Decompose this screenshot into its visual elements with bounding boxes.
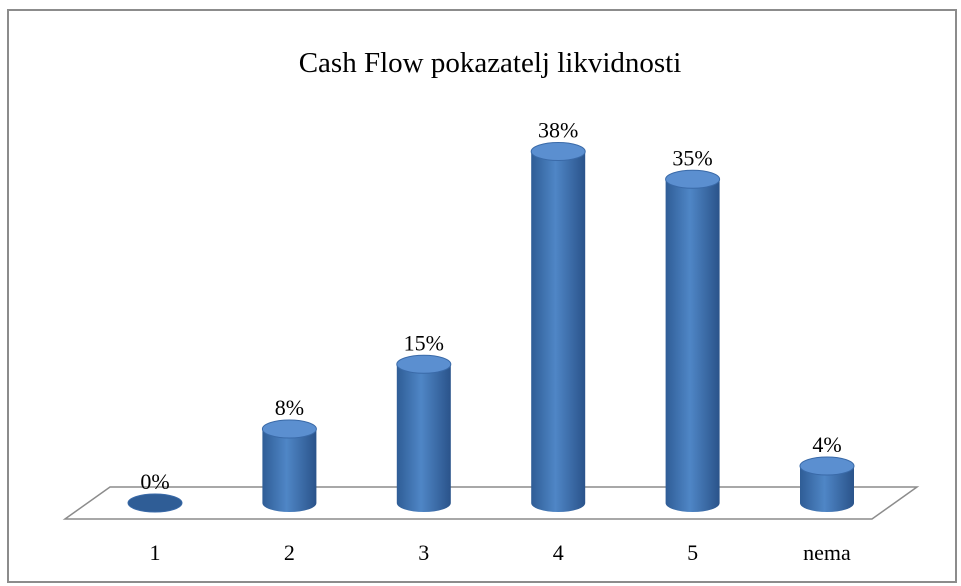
bar-top [530, 142, 586, 161]
bar-top [665, 169, 721, 189]
bar-body [800, 466, 854, 512]
bar-top [396, 354, 452, 374]
x-tick-label: 4 [553, 540, 564, 565]
bar-top [261, 419, 317, 439]
bar-body [262, 429, 317, 512]
bar-top [127, 493, 183, 513]
bar-top [799, 456, 855, 476]
data-label: 38% [538, 118, 578, 143]
bar-body [531, 151, 586, 512]
data-label: 8% [275, 395, 304, 420]
x-tick-label: 3 [418, 540, 429, 565]
bar-body [396, 364, 451, 512]
x-tick-label: 1 [150, 540, 161, 565]
x-tick-label: 5 [687, 540, 698, 565]
bar-body [665, 179, 720, 512]
chart-title: Cash Flow pokazatelj likvidnosti [299, 47, 682, 79]
data-label: 0% [140, 469, 169, 494]
data-label: 15% [404, 330, 444, 355]
x-tick-label: 2 [284, 540, 295, 565]
data-label: 35% [672, 145, 712, 170]
floor [62, 486, 920, 520]
x-tick-label: nema [803, 540, 851, 565]
data-label: 4% [812, 432, 841, 457]
